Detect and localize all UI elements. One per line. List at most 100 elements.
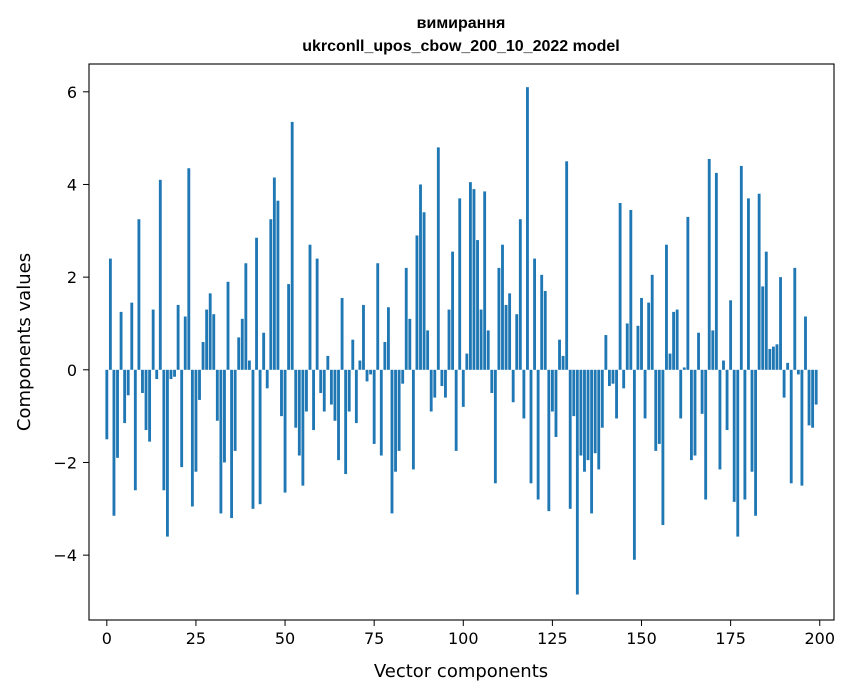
bar <box>650 274 654 370</box>
bar <box>144 369 148 431</box>
bar <box>201 342 205 370</box>
bar <box>493 369 497 484</box>
bar <box>668 353 672 370</box>
x-tick-label: 100 <box>448 629 479 648</box>
bar <box>383 342 387 370</box>
bar <box>675 309 679 370</box>
bar <box>297 369 301 456</box>
bar <box>636 325 640 370</box>
bar <box>162 369 166 491</box>
bar <box>533 258 536 370</box>
bar <box>362 304 365 370</box>
bar <box>697 332 700 370</box>
bar <box>793 267 797 370</box>
bar <box>269 219 273 370</box>
bar <box>757 193 761 370</box>
x-axis-label: Vector components <box>374 661 548 682</box>
bar <box>782 369 786 398</box>
bar <box>707 158 711 370</box>
bar <box>568 369 572 509</box>
bar <box>572 369 576 417</box>
bar <box>811 369 815 428</box>
bar <box>440 369 444 387</box>
y-tick-label: −4 <box>53 546 77 565</box>
bar <box>347 369 351 412</box>
bar <box>411 369 415 470</box>
bar <box>565 161 569 370</box>
bar <box>337 369 340 461</box>
bar <box>689 369 693 461</box>
bar <box>693 369 697 456</box>
bar <box>608 369 611 387</box>
bar <box>369 369 373 375</box>
bar <box>647 302 651 370</box>
bar <box>561 355 565 370</box>
bar <box>294 369 298 428</box>
bar <box>333 369 337 421</box>
bars-group <box>105 87 818 595</box>
bar <box>665 244 668 370</box>
bar <box>718 369 722 470</box>
bar <box>137 219 141 370</box>
chart-title: вимирання <box>417 15 506 32</box>
plot-frame <box>88 63 835 621</box>
bar <box>166 369 169 537</box>
bar <box>247 360 251 370</box>
bar <box>786 362 790 370</box>
bar <box>447 309 451 370</box>
bar <box>223 369 226 463</box>
bar <box>183 316 187 370</box>
bar <box>158 179 162 370</box>
bar <box>804 316 807 370</box>
bar <box>322 369 326 412</box>
bar <box>814 369 818 405</box>
bar <box>219 369 223 514</box>
bar <box>290 121 294 370</box>
y-tick-label: 6 <box>67 83 77 102</box>
bar <box>522 369 526 419</box>
bar <box>682 367 686 370</box>
bar <box>394 369 397 472</box>
bar <box>390 369 394 514</box>
bar <box>679 369 683 419</box>
bar <box>754 369 757 516</box>
bar <box>615 369 618 419</box>
bar <box>479 309 483 370</box>
bar <box>190 369 194 507</box>
bar <box>543 291 547 370</box>
bar <box>148 369 152 442</box>
bar <box>654 369 658 451</box>
bar <box>504 304 508 370</box>
y-tick-label: −2 <box>53 453 77 472</box>
bar <box>194 369 198 472</box>
bar <box>422 212 426 370</box>
bar <box>611 369 615 384</box>
bar <box>597 369 601 470</box>
bar <box>764 251 768 370</box>
bar <box>130 302 134 370</box>
bar <box>419 184 422 370</box>
bar <box>629 209 633 370</box>
bar <box>575 369 579 595</box>
bar <box>732 369 736 502</box>
bar <box>379 369 383 456</box>
bar <box>265 369 269 389</box>
bar <box>180 369 184 468</box>
bar <box>187 168 191 370</box>
bar <box>672 311 676 370</box>
x-tick-label: 50 <box>275 629 295 648</box>
bar <box>272 177 276 370</box>
bar <box>779 277 782 370</box>
bar <box>586 369 590 461</box>
bar <box>176 304 180 370</box>
bar <box>262 332 266 370</box>
bar <box>483 191 487 370</box>
bar <box>372 369 376 444</box>
bar <box>604 335 608 370</box>
bar <box>476 240 479 370</box>
bar <box>354 369 358 424</box>
bar <box>329 369 333 405</box>
bar <box>397 369 401 451</box>
bar <box>593 369 597 454</box>
